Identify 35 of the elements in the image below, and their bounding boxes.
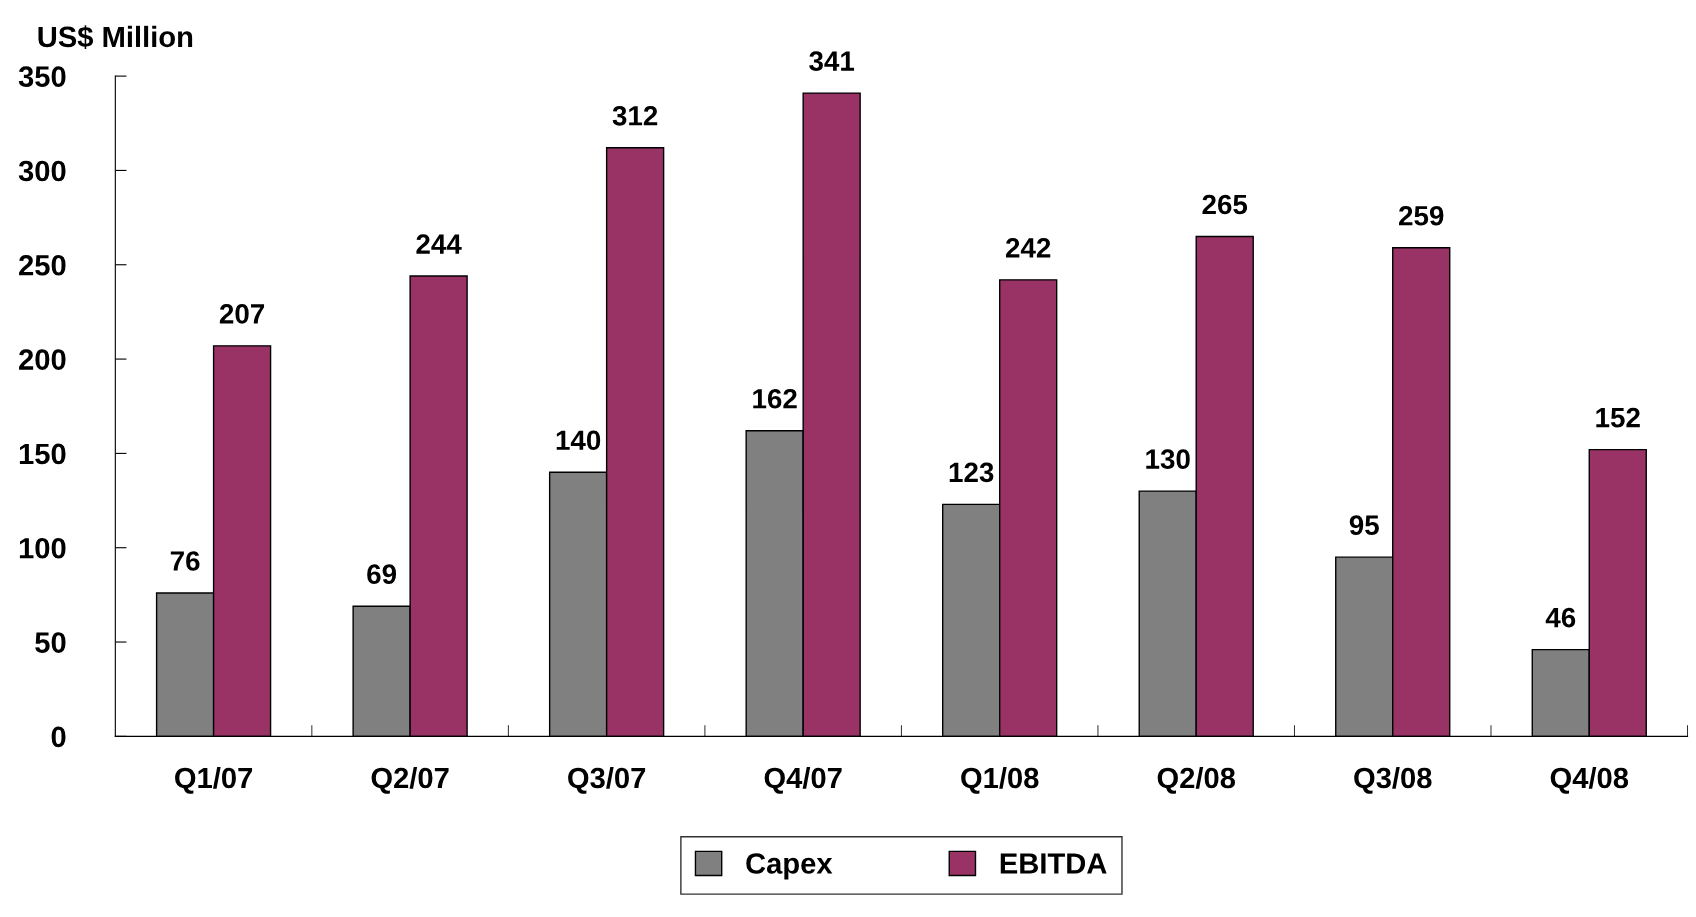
data-label: 140 <box>556 430 601 451</box>
y-tick-label: 250 <box>19 254 66 276</box>
y-tick-label: 0 <box>51 726 66 748</box>
data-label: 69 <box>367 564 397 585</box>
data-label: 46 <box>1545 607 1576 628</box>
data-label: 162 <box>753 388 797 409</box>
data-label: 265 <box>1202 194 1248 215</box>
x-tick-label: Q1/08 <box>961 766 1039 794</box>
data-label: 152 <box>1596 407 1640 428</box>
x-tick-label: Q2/07 <box>371 766 449 794</box>
data-label: 95 <box>1349 515 1379 535</box>
y-tick-label: 200 <box>19 349 66 370</box>
x-tick-label: Q3/08 <box>1354 766 1432 794</box>
data-label: 341 <box>809 51 855 71</box>
data-label: 244 <box>416 234 462 254</box>
x-tick-label: Q1/07 <box>175 766 253 794</box>
data-label: 312 <box>612 105 658 126</box>
x-tick-label: Q4/07 <box>764 766 842 794</box>
data-label: 123 <box>949 462 994 483</box>
x-tick-label: Q2/08 <box>1157 766 1236 794</box>
y-tick-label: 150 <box>19 443 66 465</box>
data-label: 259 <box>1399 205 1444 226</box>
data-label: 130 <box>1146 449 1190 469</box>
y-tick-label: 50 <box>35 632 66 653</box>
y-axis-title: US$ Million <box>38 25 193 50</box>
legend-label: EBITDA <box>1000 853 1107 874</box>
data-label: 207 <box>219 304 265 324</box>
data-label: 242 <box>1005 238 1051 258</box>
x-tick-label: Q3/07 <box>568 766 646 794</box>
y-tick-label: 350 <box>18 66 66 88</box>
x-tick-label: Q4/08 <box>1550 766 1629 794</box>
y-tick-label: 300 <box>18 160 66 182</box>
legend-label: Capex <box>746 853 833 880</box>
y-tick-label: 100 <box>19 537 66 559</box>
data-label: 76 <box>170 551 200 571</box>
